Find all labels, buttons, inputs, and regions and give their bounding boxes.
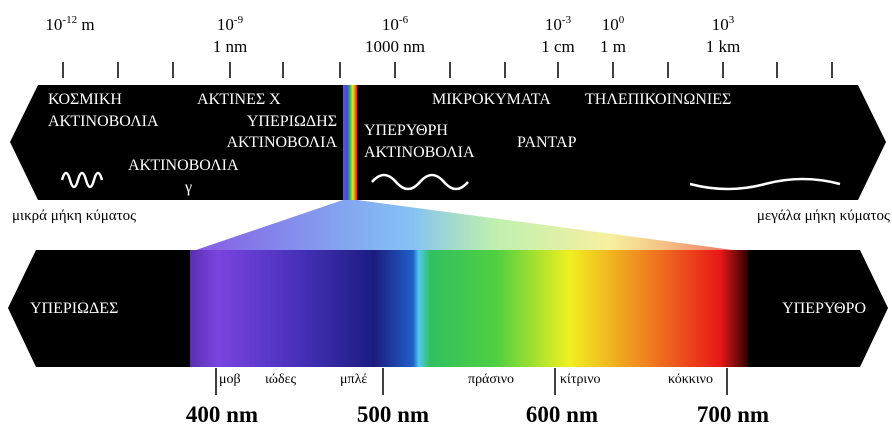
color-label: μοβ xyxy=(219,372,241,387)
ir-label: ΥΠΕΡΥΘΡΟ xyxy=(782,300,866,317)
scale-label: 100 xyxy=(602,14,625,34)
wavelength-label: 700 nm xyxy=(697,402,769,426)
region-label: ΑΚΤΙΝΕΣ Χ xyxy=(197,91,281,108)
short-wavelength-label: μικρά μήκη κύματος xyxy=(12,208,136,224)
scale-label: 10-12 m xyxy=(45,14,94,34)
scale-unit: 1 cm xyxy=(541,37,575,56)
region-label: γ xyxy=(184,179,192,196)
region-label: ΑΚΤΙΝΟΒΟΛΙΑ xyxy=(226,134,337,151)
color-label: πράσινο xyxy=(468,372,514,387)
long-wavelength-label: μεγάλα μήκη κύματος xyxy=(757,208,890,224)
scale-unit: 1000 nm xyxy=(365,37,425,56)
region-label: ΑΚΤΙΝΟΒΟΛΙΑ xyxy=(48,113,159,130)
wavelength-label: 500 nm xyxy=(357,402,429,426)
region-label: ΜΙΚΡΟΚΥΜΑΤΑ xyxy=(432,91,551,108)
color-label: μπλέ xyxy=(340,372,367,387)
scale-label: 10-6 xyxy=(382,14,409,34)
region-label: ΥΠΕΡΙΩΔΗΣ xyxy=(247,113,337,130)
spectrum-diagram: 10-12 m 10-9 1 nm 10-6 1000 nm 10-3 1 cm… xyxy=(0,0,892,426)
region-label: ΡΑΝΤΑΡ xyxy=(517,134,577,151)
color-label: κόκκινο xyxy=(668,372,713,387)
scale-unit: 1 nm xyxy=(213,37,247,56)
wavelength-label: 600 nm xyxy=(526,402,598,426)
scale-unit: 1 m xyxy=(600,37,626,56)
scale-unit: 1 km xyxy=(706,37,740,56)
wavelength-label: 400 nm xyxy=(186,402,258,426)
uv-label: ΥΠΕΡΙΩΔΕΣ xyxy=(30,300,118,317)
color-label: ιώδες xyxy=(265,372,296,387)
region-label: ΤΗΛΕΠΙΚΟΙΝΩΝΙΕΣ xyxy=(585,91,731,108)
region-label: ΥΠΕΡΥΘΡΗ xyxy=(364,122,448,139)
visible-strip xyxy=(343,85,357,200)
color-label: κίτρινο xyxy=(560,372,601,387)
region-label: ΑΚΤΙΝΟΒΟΛΙΑ xyxy=(364,144,475,161)
visible-gradient xyxy=(190,250,748,367)
visible-fan xyxy=(190,200,748,252)
region-label: ΚΟΣΜΙΚΗ xyxy=(48,91,122,108)
scale-ticks xyxy=(63,62,832,78)
scale-label: 10-3 xyxy=(545,14,572,34)
region-label: ΑΚΤΙΝΟΒΟΛΙΑ xyxy=(128,157,239,174)
scale-label: 10-9 xyxy=(217,14,244,34)
scale-label: 103 xyxy=(712,14,735,34)
